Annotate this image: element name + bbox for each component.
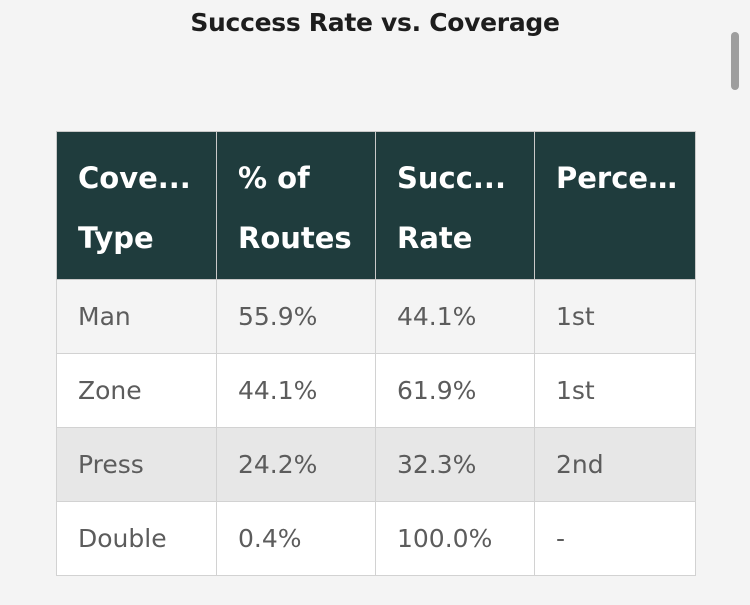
table-row: Zone 44.1% 61.9% 1st xyxy=(56,353,696,428)
column-header-line: Routes xyxy=(238,221,352,255)
cell-coverage-type: Press xyxy=(56,427,217,502)
table-row: Press 24.2% 32.3% 2nd xyxy=(56,427,696,502)
column-header-success-rate[interactable]: Succ... Rate xyxy=(375,131,535,280)
vertical-scrollbar[interactable] xyxy=(731,32,739,90)
cell-pct-routes: 55.9% xyxy=(216,279,376,354)
cell-percentile: - xyxy=(534,501,696,576)
page-title: Success Rate vs. Coverage xyxy=(190,8,560,37)
cell-pct-routes: 24.2% xyxy=(216,427,376,502)
cell-success-rate: 44.1% xyxy=(375,279,535,354)
column-header-line: Succ... xyxy=(397,161,506,195)
column-header-line: % of xyxy=(238,161,310,195)
cell-coverage-type: Double xyxy=(56,501,217,576)
cell-percentile: 1st xyxy=(534,279,696,354)
table-row: Double 0.4% 100.0% - xyxy=(56,501,696,576)
column-header-pct-routes[interactable]: % of Routes xyxy=(216,131,376,280)
cell-coverage-type: Man xyxy=(56,279,217,354)
column-header-line: Type xyxy=(78,221,154,255)
column-header-line: Rate xyxy=(397,221,473,255)
column-header-percentile[interactable]: Perce... xyxy=(534,131,696,280)
cell-success-rate: 100.0% xyxy=(375,501,535,576)
cell-pct-routes: 0.4% xyxy=(216,501,376,576)
coverage-table: Cove... Type % of Routes Succ... Rate Pe… xyxy=(56,131,696,576)
cell-coverage-type: Zone xyxy=(56,353,217,428)
table-header-row: Cove... Type % of Routes Succ... Rate Pe… xyxy=(56,131,696,280)
column-header-coverage-type[interactable]: Cove... Type xyxy=(56,131,217,280)
column-header-line: Cove... xyxy=(78,161,191,195)
table-row: Man 55.9% 44.1% 1st xyxy=(56,279,696,354)
cell-percentile: 2nd xyxy=(534,427,696,502)
column-header-line: Perce... xyxy=(556,161,682,195)
cell-success-rate: 32.3% xyxy=(375,427,535,502)
cell-success-rate: 61.9% xyxy=(375,353,535,428)
cell-pct-routes: 44.1% xyxy=(216,353,376,428)
cell-percentile: 1st xyxy=(534,353,696,428)
